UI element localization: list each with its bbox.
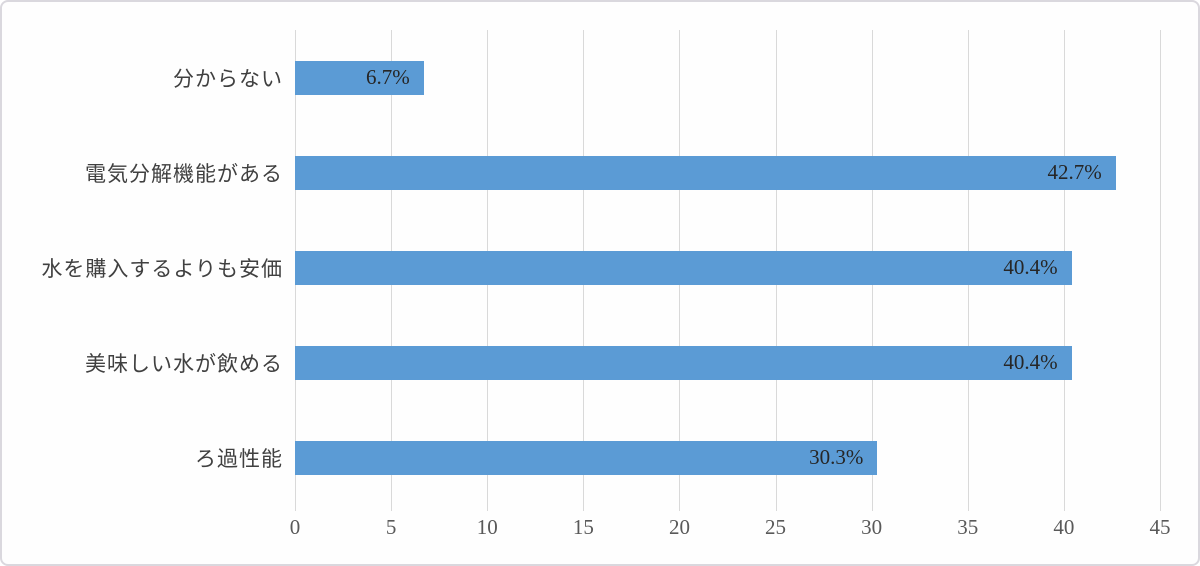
bar: 6.7% — [295, 60, 424, 95]
bar: 42.7% — [295, 155, 1116, 190]
gridline — [1160, 30, 1161, 511]
bar: 30.3% — [295, 440, 878, 475]
axis-tick-label: 40 — [1053, 515, 1075, 539]
category-label: 水を購入するよりも安価 — [41, 256, 283, 281]
axis-tick-label: 10 — [476, 515, 498, 539]
axis-tick-label: 20 — [668, 515, 690, 539]
axis-tick-label: 15 — [572, 515, 594, 539]
data-label: 40.4% — [1003, 350, 1058, 374]
category-label: 分からない — [173, 66, 283, 91]
axis-tick-label: 30 — [861, 515, 883, 539]
data-label: 40.4% — [1003, 255, 1058, 279]
category-label: 電気分解機能がある — [85, 161, 283, 186]
bar: 40.4% — [295, 345, 1072, 380]
axis-tick-label: 0 — [289, 515, 301, 539]
axis-tick-label: 35 — [957, 515, 979, 539]
category-label: ろ過性能 — [195, 446, 283, 471]
category-label: 美味しい水が飲める — [85, 351, 283, 376]
bar: 40.4% — [295, 250, 1072, 285]
plot-area: 6.7% 42.7% 40.4% 40.4% 30.3% — [295, 30, 1161, 511]
data-label: 6.7% — [366, 65, 410, 89]
data-label: 30.3% — [809, 445, 864, 469]
data-label: 42.7% — [1047, 160, 1102, 184]
axis-tick-label: 25 — [765, 515, 787, 539]
axis-tick-label: 5 — [385, 515, 397, 539]
axis-tick-label: 45 — [1149, 515, 1171, 539]
